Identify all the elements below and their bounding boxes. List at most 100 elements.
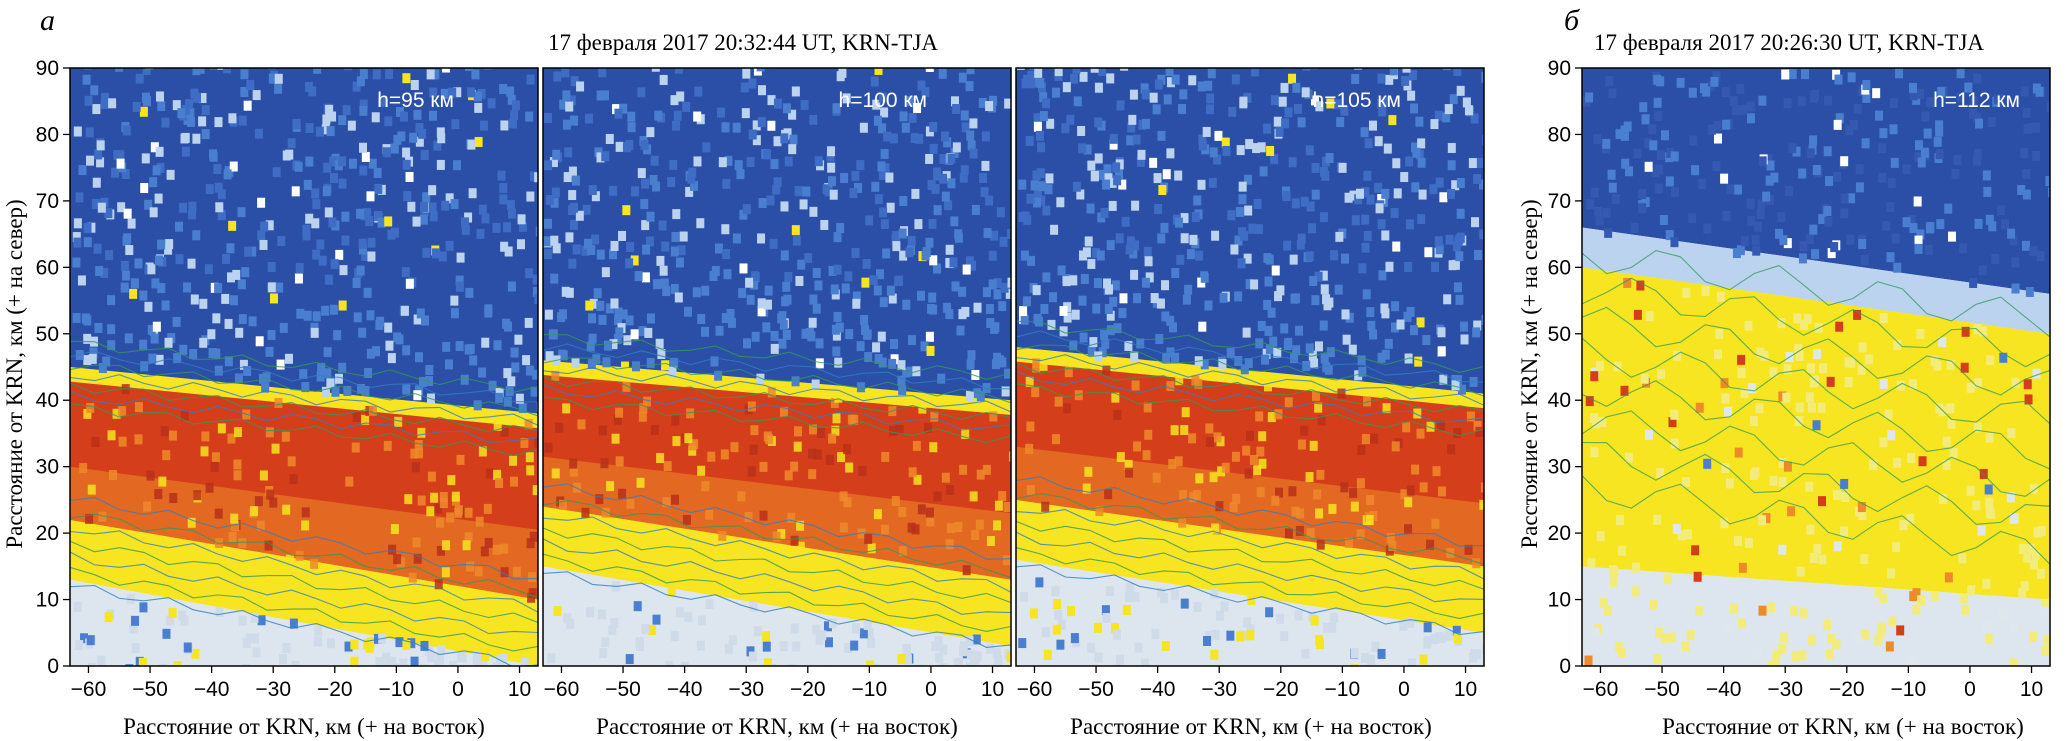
noise-pixel (564, 147, 573, 158)
band-pixel (1701, 286, 1710, 297)
noise-pixel (988, 250, 997, 261)
noise-pixel (1948, 231, 1957, 242)
band-pixel (118, 436, 127, 447)
noise-pixel (941, 131, 950, 142)
band-pixel (1386, 533, 1395, 544)
noise-pixel (2045, 176, 2050, 187)
noise-pixel (874, 194, 883, 205)
noise-pixel (1180, 233, 1189, 244)
noise-pixel (1141, 118, 1150, 129)
noise-pixel (497, 170, 506, 181)
noise-pixel (1381, 308, 1390, 319)
low-pixel (1134, 642, 1143, 653)
noise-pixel (1449, 94, 1458, 105)
noise-pixel (1363, 170, 1372, 181)
band-pixel (1255, 411, 1264, 422)
low-pixel (125, 664, 134, 666)
noise-pixel (1853, 103, 1862, 114)
low-pixel (131, 643, 140, 654)
noise-pixel (950, 96, 959, 107)
noise-pixel (1319, 166, 1328, 177)
noise-pixel (563, 172, 572, 183)
band-pixel (1052, 434, 1061, 445)
noise-pixel (1935, 120, 1944, 131)
noise-pixel (530, 386, 538, 397)
band-pixel (1869, 459, 1878, 470)
noise-pixel (318, 255, 327, 266)
band-pixel (2031, 550, 2040, 561)
low-pixel (597, 609, 606, 620)
noise-pixel (305, 123, 314, 134)
noise-pixel (872, 99, 881, 110)
noise-pixel (1127, 122, 1136, 133)
noise-pixel (312, 199, 321, 210)
noise-pixel (782, 103, 791, 114)
band-pixel (1984, 633, 1993, 644)
band-pixel (1942, 459, 1951, 470)
band-pixel (946, 523, 955, 534)
noise-pixel (792, 235, 801, 246)
noise-pixel (1452, 241, 1461, 252)
noise-pixel (929, 143, 938, 154)
band-pixel (1672, 523, 1681, 534)
band-pixel (474, 566, 483, 577)
low-pixel (1057, 619, 1066, 630)
band-pixel (1918, 456, 1927, 467)
band-pixel (464, 532, 473, 543)
low-pixel (1018, 638, 1027, 649)
noise-pixel (965, 390, 974, 401)
noise-pixel (929, 121, 938, 132)
noise-pixel (324, 274, 333, 285)
x-tick-label: −30 (1201, 678, 1237, 701)
band-pixel (1686, 629, 1695, 640)
noise-pixel (240, 86, 249, 97)
low-pixel (763, 658, 772, 666)
noise-pixel (1198, 140, 1207, 151)
low-pixel (935, 652, 944, 663)
noise-pixel (390, 227, 399, 238)
band-pixel (1844, 377, 1853, 388)
noise-pixel (1358, 263, 1367, 274)
noise-pixel (682, 101, 691, 112)
noise-pixel (693, 156, 702, 167)
noise-pixel (812, 268, 821, 279)
noise-pixel (804, 253, 813, 264)
noise-pixel (877, 161, 886, 172)
band-pixel (1682, 287, 1691, 298)
noise-pixel (1656, 150, 1665, 161)
band-pixel (828, 433, 837, 444)
noise-pixel (1377, 194, 1386, 205)
noise-pixel (468, 188, 477, 199)
band-pixel (1982, 621, 1991, 632)
noise-pixel (565, 101, 574, 112)
noise-pixel (1087, 258, 1096, 269)
noise-pixel (613, 333, 622, 344)
band-pixel (1982, 578, 1991, 589)
band-pixel (816, 427, 825, 438)
band-pixel (1737, 354, 1746, 365)
low-pixel (823, 621, 832, 632)
band-pixel (569, 458, 578, 469)
noise-pixel (450, 308, 459, 319)
noise-pixel (1404, 261, 1413, 272)
noise-pixel (656, 255, 665, 266)
noise-pixel (1354, 68, 1363, 70)
low-pixel (563, 613, 572, 624)
high-intensity-band (1582, 267, 2050, 600)
noise-pixel (499, 83, 508, 94)
noise-pixel (561, 286, 570, 297)
noise-pixel (487, 98, 496, 109)
x-tick-label: 0 (452, 678, 464, 701)
noise-pixel (1219, 292, 1228, 303)
noise-pixel (734, 160, 743, 171)
band-pixel (231, 521, 240, 532)
noise-pixel (384, 216, 393, 227)
noise-pixel (1213, 154, 1222, 165)
noise-pixel (1847, 72, 1856, 83)
noise-pixel (840, 173, 849, 184)
noise-pixel (1987, 117, 1996, 128)
noise-pixel (1270, 95, 1279, 106)
noise-pixel (1721, 87, 1730, 98)
noise-pixel (72, 312, 81, 323)
contour-line (70, 403, 538, 457)
